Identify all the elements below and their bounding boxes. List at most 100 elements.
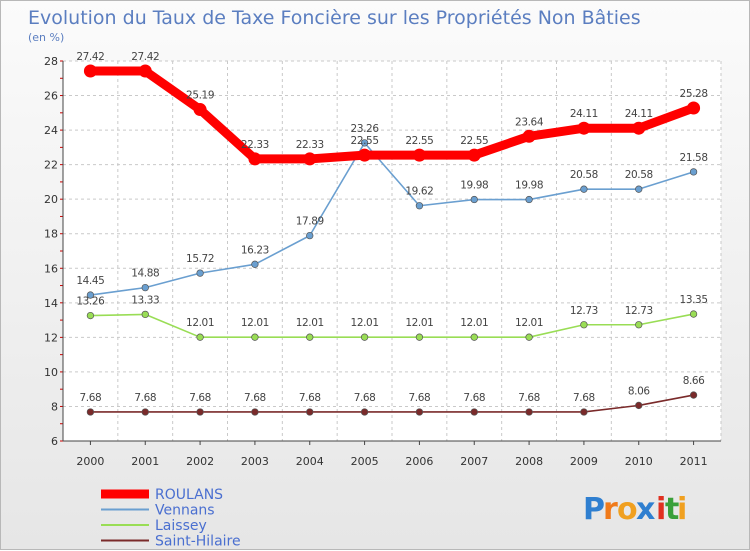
series-line <box>89 142 695 296</box>
series-line <box>89 394 695 413</box>
chart-subtitle: (en %) <box>28 31 64 44</box>
y-tick-label: 22 <box>44 159 58 172</box>
data-label: 7.68 <box>299 392 321 404</box>
data-label: 12.01 <box>351 317 379 329</box>
data-point <box>83 64 97 78</box>
data-point <box>196 408 204 416</box>
data-point <box>86 311 95 320</box>
data-point <box>580 185 588 193</box>
data-point <box>470 195 478 204</box>
data-point <box>580 321 588 329</box>
data-label: 13.35 <box>680 294 708 306</box>
data-label: 19.98 <box>515 180 543 192</box>
data-point <box>415 408 424 416</box>
x-tick-label: 2004 <box>296 455 324 468</box>
y-tick-label: 24 <box>44 124 58 137</box>
data-point <box>689 168 698 176</box>
data-point <box>525 333 533 341</box>
data-label: 25.28 <box>680 88 708 100</box>
brand-letter: P <box>583 492 605 527</box>
y-tick-label: 14 <box>44 297 58 310</box>
series-roulans: 27.42 27.42 25.19 22.33 22.33 22.55 22.55 22.55… <box>76 51 708 166</box>
y-tick-label: 28 <box>44 55 58 68</box>
x-tick-label: 2009 <box>570 455 598 468</box>
data-label: 7.68 <box>354 392 376 404</box>
data-point <box>193 103 207 117</box>
data-label: 16.23 <box>241 244 269 256</box>
data-label: 22.55 <box>460 135 488 147</box>
plot-area: 6 8 10 12 14 16 18 20 22 24 26 28 2000 2001 2002 2003 20… <box>44 51 722 468</box>
x-tick-label: 2002 <box>186 455 214 468</box>
legend-label: ROULANS <box>155 487 223 503</box>
data-label: 22.33 <box>296 139 324 151</box>
series-vennans: 14.45 14.88 15.72 16.23 17.89 23.26 19.62 19.98… <box>76 123 708 299</box>
data-label: 7.68 <box>573 392 595 404</box>
data-label: 24.11 <box>625 108 653 120</box>
data-label: 22.55 <box>405 135 433 147</box>
data-label: 7.68 <box>134 392 156 404</box>
data-point <box>303 152 317 166</box>
data-point <box>525 195 533 204</box>
data-point <box>306 408 314 416</box>
series-line <box>89 313 695 338</box>
data-point <box>248 152 262 166</box>
data-point <box>141 408 149 416</box>
legend-item-roulans: ROULANS <box>101 487 223 503</box>
x-tick-label: 2000 <box>76 455 104 468</box>
brand-letter: o <box>617 492 638 527</box>
data-label: 25.19 <box>186 90 214 102</box>
data-label: 7.68 <box>189 392 211 404</box>
data-label: 17.89 <box>296 216 324 228</box>
legend-label: Laissey <box>155 518 207 534</box>
data-point <box>467 148 481 162</box>
data-point <box>689 391 698 399</box>
y-tick-label: 6 <box>51 435 58 448</box>
legend-item-vennans: Vennans <box>101 503 215 519</box>
series-saint-hilaire: 7.68 7.68 7.68 7.68 7.68 7.68 7.68 7.68 7.68 7.68… <box>80 375 706 416</box>
y-tick-label: 16 <box>44 262 58 275</box>
data-label: 7.68 <box>409 392 431 404</box>
data-label: 24.11 <box>570 108 598 120</box>
brand-letter: t <box>665 492 679 527</box>
data-label: 22.33 <box>241 139 269 151</box>
legend-item-laissey: Laissey <box>101 518 207 534</box>
y-tick-label: 8 <box>51 400 58 413</box>
data-point <box>141 283 149 292</box>
x-tick-label: 2011 <box>680 455 708 468</box>
proxiti-logo: Pr ox iti <box>583 492 687 527</box>
data-point <box>360 139 369 147</box>
y-tick-label: 18 <box>44 228 58 241</box>
data-point <box>635 401 643 410</box>
data-point <box>415 333 424 341</box>
data-point <box>687 101 701 115</box>
data-point <box>522 129 536 143</box>
data-label: 20.58 <box>625 169 653 181</box>
data-point <box>251 408 259 416</box>
y-tick-label: 12 <box>44 331 58 344</box>
data-point <box>412 148 426 162</box>
data-label: 7.68 <box>80 392 102 404</box>
data-label: 8.66 <box>683 375 705 387</box>
data-point <box>360 408 369 416</box>
data-label: 14.45 <box>76 275 104 287</box>
x-tick-label: 2001 <box>131 455 159 468</box>
data-point <box>470 333 478 341</box>
data-label: 7.68 <box>244 392 266 404</box>
data-label: 19.98 <box>460 180 488 192</box>
legend-item-saint-hilaire: Saint-Hilaire <box>101 534 241 550</box>
data-label: 12.01 <box>460 317 488 329</box>
data-point <box>141 310 149 319</box>
data-label: 12.01 <box>241 317 269 329</box>
x-tick-label: 2005 <box>351 455 379 468</box>
data-label: 13.33 <box>131 294 159 306</box>
data-label: 7.68 <box>518 392 540 404</box>
legend-label: Vennans <box>155 503 215 519</box>
data-label: 14.88 <box>131 268 159 280</box>
data-label: 12.01 <box>186 317 214 329</box>
data-label: 27.42 <box>76 51 104 63</box>
data-label: 22.55 <box>351 135 379 147</box>
brand-letter: i <box>656 492 666 527</box>
